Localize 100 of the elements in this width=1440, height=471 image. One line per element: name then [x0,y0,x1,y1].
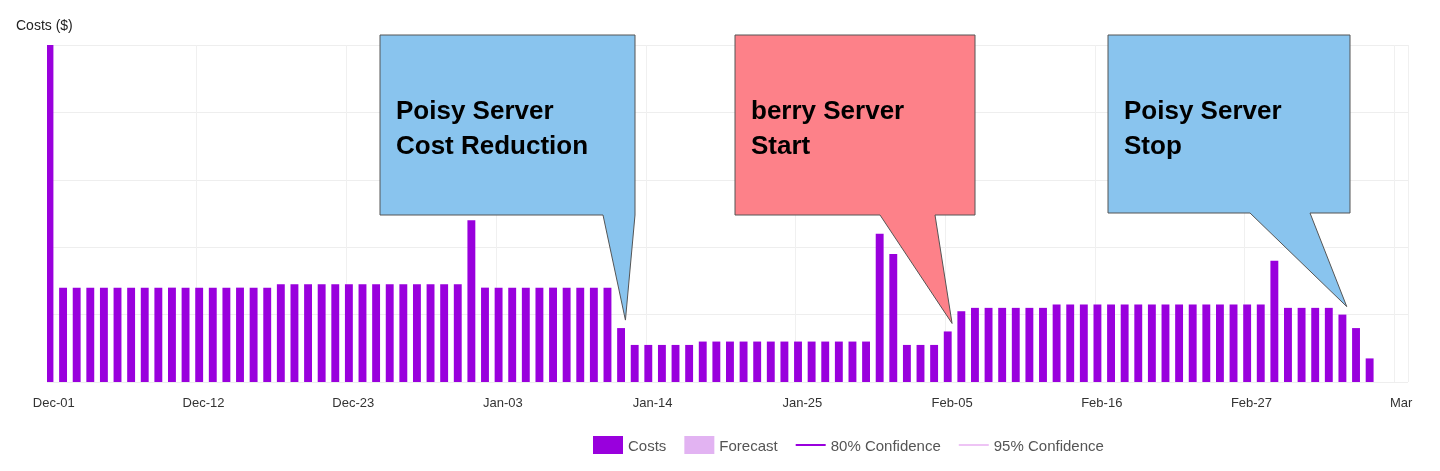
annotation: berry Server Start [751,94,905,162]
bar [834,341,843,382]
bar [47,45,54,382]
bar [453,284,462,382]
x-tick-label: Dec-01 [32,395,75,410]
bar [549,287,557,382]
bar [943,331,952,382]
bar [535,287,544,382]
bar [807,341,816,382]
x-tick-label: Jan-14 [632,395,673,410]
bar [1079,304,1088,382]
x-tick-label: Jan-03 [483,395,523,410]
bar [72,287,81,382]
bar [86,287,95,382]
bar [1147,304,1156,382]
bar [698,341,707,382]
bar [630,344,639,382]
bar [412,284,421,382]
bar [821,341,830,382]
bar [1066,304,1075,382]
bar [521,287,530,382]
bar [494,287,503,382]
bar [59,287,68,382]
bar [589,287,598,382]
bar [249,287,258,382]
bar [481,287,489,382]
bar [1352,328,1360,382]
bar [385,284,394,382]
annotation: Poisy Server Stop [1124,94,1282,162]
bar [1039,307,1047,382]
bar [331,284,340,382]
bar [862,341,871,382]
bar [181,287,190,382]
bar [1011,307,1020,382]
bar [1175,304,1184,382]
bar [1365,358,1374,382]
bar [657,344,666,382]
bar [372,284,381,382]
bar [712,341,721,382]
legend-label: 95% Confidence [993,436,1104,454]
bar [1284,307,1292,382]
bar [140,287,149,382]
bar [208,287,217,382]
bar [1093,304,1102,382]
bar [875,233,884,382]
x-tick-label: Feb-16 [1081,395,1123,410]
bar [99,287,108,382]
bar [440,284,449,382]
bar [1270,260,1279,382]
bar [1134,304,1143,382]
bar [1202,304,1211,382]
bar [236,287,244,382]
bar [1324,307,1333,382]
bar [930,344,939,382]
bar [1107,304,1115,382]
bar [562,287,571,382]
bar [1311,307,1320,382]
bar [168,287,176,382]
bar [685,344,694,382]
annotation: Poisy Server Cost Reduction [396,94,589,162]
bar [317,284,326,382]
bar [644,344,653,382]
bar [1052,304,1061,382]
legend-label: Costs [628,436,667,454]
legend-label: 80% Confidence [830,436,941,454]
bar [195,287,204,382]
bar [290,284,299,382]
bar [154,287,163,382]
bar [222,287,231,382]
bar [344,284,353,382]
bar [127,287,136,382]
bar [1025,307,1034,382]
bar [957,311,966,382]
bar [467,220,476,382]
x-tick-label: Dec-12 [182,395,225,410]
x-tick-label: Dec-23 [332,395,375,410]
bar [1120,304,1129,382]
bar [889,253,898,382]
bar [1188,304,1197,382]
bar [998,307,1007,382]
legend-label: Forecast [719,436,779,454]
bar [508,287,517,382]
bar [576,287,585,382]
bar [276,284,285,382]
bar [726,341,734,382]
bar [794,341,802,382]
bar [971,307,979,382]
bar [304,284,312,382]
bar [753,341,762,382]
bar [1215,304,1224,382]
bar [617,328,626,382]
bar [1243,304,1252,382]
x-tick-label: Feb-05 [931,395,973,410]
bar [984,307,993,382]
bar [399,284,408,382]
bar [739,341,748,382]
x-tick-label: Jan-25 [782,395,823,410]
y-axis-title: Costs ($) [16,17,73,33]
bar [766,341,775,382]
bar [263,287,272,382]
